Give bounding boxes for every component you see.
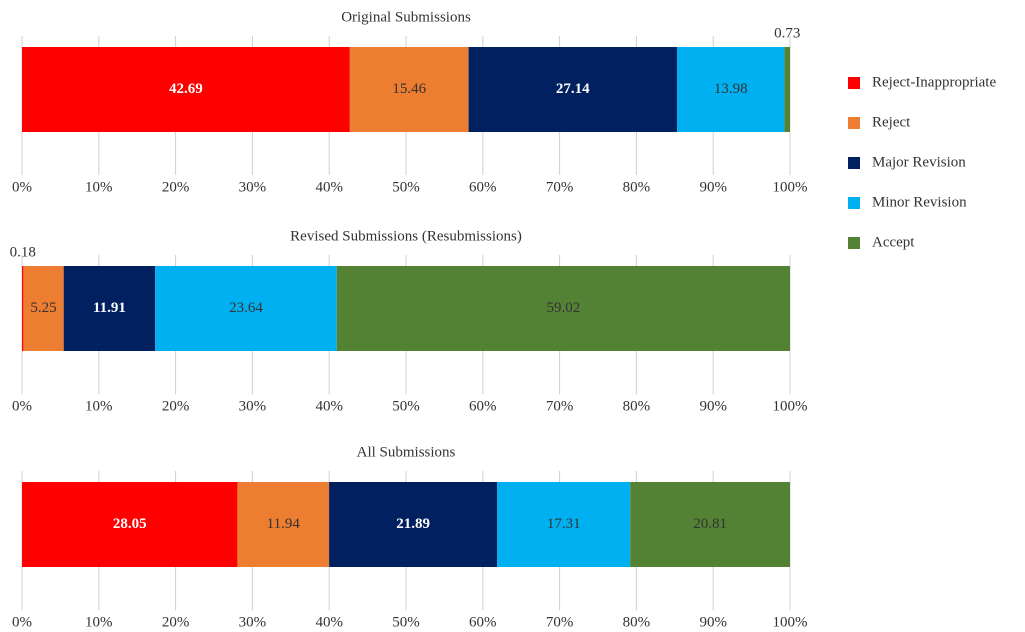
- x-tick-label: 50%: [392, 398, 420, 414]
- x-tick-label: 60%: [469, 614, 497, 630]
- x-tick-label: 0%: [12, 398, 32, 414]
- x-tick-label: 100%: [773, 398, 808, 414]
- value-label: 0.73: [774, 25, 800, 41]
- x-tick-label: 10%: [85, 398, 113, 414]
- legend-swatch: [848, 197, 860, 209]
- x-tick-label: 70%: [546, 614, 574, 630]
- value-label: 27.14: [556, 81, 590, 97]
- legend-label: Reject-Inappropriate: [872, 74, 996, 90]
- bar-segment: [497, 482, 631, 567]
- bar-segment: [349, 47, 469, 132]
- x-tick-label: 30%: [239, 614, 267, 630]
- x-tick-label: 100%: [773, 614, 808, 630]
- value-label: 11.94: [267, 516, 301, 532]
- bar-segment: [237, 482, 330, 567]
- x-tick-label: 100%: [773, 179, 808, 195]
- bar-segment: [63, 266, 156, 351]
- value-label: 20.81: [693, 516, 727, 532]
- bar-segment: [630, 482, 790, 567]
- x-tick-label: 20%: [162, 398, 190, 414]
- x-tick-label: 60%: [469, 179, 497, 195]
- x-tick-label: 40%: [315, 398, 343, 414]
- legend-swatch: [848, 77, 860, 89]
- value-label: 17.31: [547, 516, 581, 532]
- x-tick-label: 10%: [85, 179, 113, 195]
- x-tick-label: 40%: [315, 614, 343, 630]
- x-tick-label: 80%: [623, 179, 651, 195]
- x-tick-label: 30%: [239, 179, 267, 195]
- x-tick-label: 80%: [623, 614, 651, 630]
- value-label: 59.02: [546, 300, 580, 316]
- x-tick-label: 30%: [239, 398, 267, 414]
- chart-title: Revised Submissions (Resubmissions): [290, 228, 522, 244]
- x-tick-label: 80%: [623, 398, 651, 414]
- bar-segment: [155, 266, 337, 351]
- x-tick-label: 50%: [392, 614, 420, 630]
- legend-label: Minor Revision: [872, 194, 967, 210]
- value-label: 13.98: [714, 81, 748, 97]
- value-label: 11.91: [93, 300, 126, 316]
- value-label: 21.89: [396, 516, 430, 532]
- chart-title: All Submissions: [357, 444, 456, 460]
- legend-label: Major Revision: [872, 154, 966, 170]
- x-tick-label: 20%: [162, 614, 190, 630]
- x-tick-label: 20%: [162, 179, 190, 195]
- x-tick-label: 90%: [699, 179, 727, 195]
- x-tick-label: 70%: [546, 179, 574, 195]
- legend-swatch: [848, 237, 860, 249]
- x-tick-label: 60%: [469, 398, 497, 414]
- bar-segment: [22, 482, 238, 567]
- bar-segment: [336, 266, 790, 351]
- bar-segment: [22, 47, 350, 132]
- bar-segment: [22, 266, 24, 351]
- x-tick-label: 0%: [12, 179, 32, 195]
- legend-label: Reject: [872, 114, 911, 130]
- bar-segment: [784, 47, 790, 132]
- bar-segment: [23, 266, 64, 351]
- x-tick-label: 0%: [12, 614, 32, 630]
- bar-segment: [468, 47, 678, 132]
- legend-label: Accept: [872, 234, 915, 250]
- chart-title: Original Submissions: [341, 9, 471, 25]
- x-tick-label: 70%: [546, 398, 574, 414]
- x-tick-label: 10%: [85, 614, 113, 630]
- x-tick-label: 40%: [315, 179, 343, 195]
- legend-swatch: [848, 117, 860, 129]
- bar-segment: [677, 47, 785, 132]
- value-label: 15.46: [392, 81, 426, 97]
- value-label: 0.18: [10, 244, 36, 260]
- value-label: 42.69: [169, 81, 203, 97]
- x-tick-label: 90%: [699, 398, 727, 414]
- value-label: 23.64: [229, 300, 263, 316]
- value-label: 5.25: [30, 300, 56, 316]
- value-label: 28.05: [113, 516, 147, 532]
- x-tick-label: 90%: [699, 614, 727, 630]
- x-tick-label: 50%: [392, 179, 420, 195]
- bar-segment: [329, 482, 498, 567]
- legend-swatch: [848, 157, 860, 169]
